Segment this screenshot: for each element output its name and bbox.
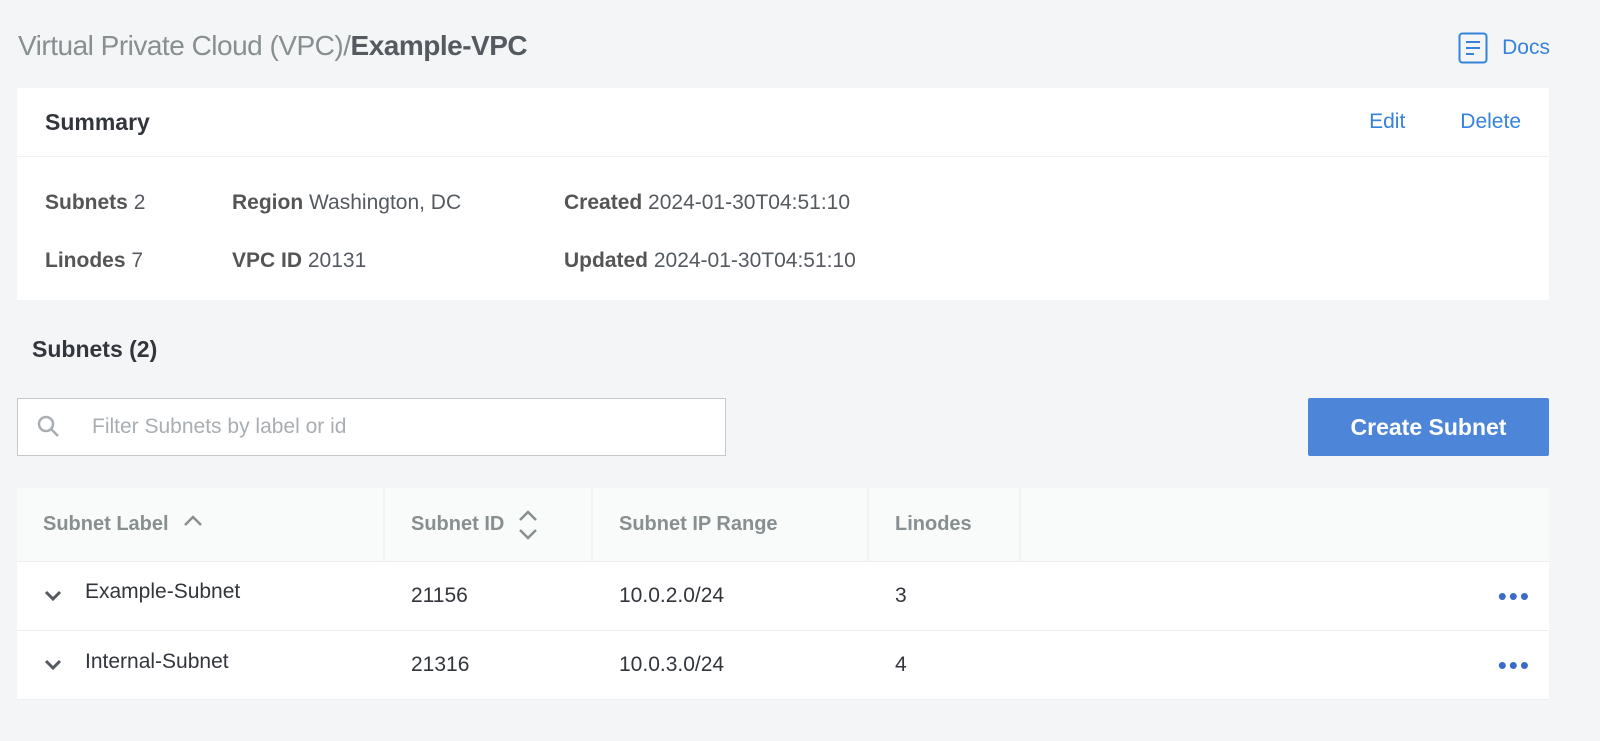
create-subnet-button[interactable]: Create Subnet	[1308, 398, 1549, 456]
subnet-ip-range: 10.0.2.0/24	[619, 584, 725, 607]
search-icon	[37, 415, 59, 437]
summary-region: Region Washington, DC	[232, 191, 462, 214]
delete-button[interactable]: Delete	[1460, 110, 1521, 133]
column-actions	[1021, 488, 1549, 561]
summary-created: Created 2024-01-30T04:51:10	[564, 191, 851, 214]
subnet-linodes: 3	[895, 584, 907, 607]
subnet-id: 21316	[411, 653, 470, 676]
chevron-down-icon	[44, 590, 62, 602]
summary-linodes: Linodes 7	[45, 249, 144, 272]
subnet-filter	[17, 398, 726, 456]
docs-icon	[1458, 32, 1488, 64]
subnet-label: Example-Subnet	[85, 580, 241, 603]
subnets-title: Subnets (2)	[32, 336, 158, 362]
row-expand[interactable]: Internal-Subnet	[17, 650, 385, 674]
summary-subnets: Subnets 2	[45, 191, 146, 214]
subnet-linodes: 4	[895, 653, 907, 676]
more-actions-icon[interactable]: •••	[1497, 580, 1531, 611]
subnet-label: Internal-Subnet	[85, 650, 229, 673]
subnets-table: Subnet Label Subnet ID Subnet IP Range L…	[17, 488, 1549, 700]
subnet-ip-range: 10.0.3.0/24	[619, 653, 725, 676]
edit-button[interactable]: Edit	[1369, 110, 1406, 133]
summary-title: Summary	[45, 108, 150, 135]
table-header: Subnet Label Subnet ID Subnet IP Range L…	[17, 488, 1549, 562]
breadcrumb-parent[interactable]: Virtual Private Cloud (VPC)	[18, 30, 344, 61]
column-subnet-label[interactable]: Subnet Label	[17, 488, 385, 561]
more-actions-icon[interactable]: •••	[1497, 649, 1531, 680]
breadcrumb: Virtual Private Cloud (VPC)/Example-VPC	[18, 30, 528, 62]
breadcrumb-separator: /	[343, 30, 351, 61]
docs-label: Docs	[1502, 36, 1550, 59]
summary-panel: Summary Edit Delete Subnets 2 Linodes 7 …	[17, 88, 1549, 300]
summary-vpc-id: VPC ID 20131	[232, 249, 367, 272]
chevron-down-icon	[44, 659, 62, 671]
column-linodes: Linodes	[869, 488, 1021, 561]
subnet-filter-input[interactable]	[92, 415, 725, 439]
table-row: Internal-Subnet 21316 10.0.3.0/24 4 •••	[17, 631, 1549, 700]
sort-ascending-icon	[183, 514, 202, 526]
breadcrumb-current: Example-VPC	[350, 30, 528, 61]
summary-updated: Updated 2024-01-30T04:51:10	[564, 249, 856, 272]
table-row: Example-Subnet 21156 10.0.2.0/24 3 •••	[17, 562, 1549, 631]
docs-link[interactable]: Docs	[1458, 32, 1550, 64]
row-expand[interactable]: Example-Subnet	[17, 580, 385, 604]
column-ip-range: Subnet IP Range	[593, 488, 869, 561]
column-subnet-id[interactable]: Subnet ID	[385, 488, 593, 561]
sort-icon	[519, 509, 538, 540]
subnet-id: 21156	[411, 584, 468, 607]
